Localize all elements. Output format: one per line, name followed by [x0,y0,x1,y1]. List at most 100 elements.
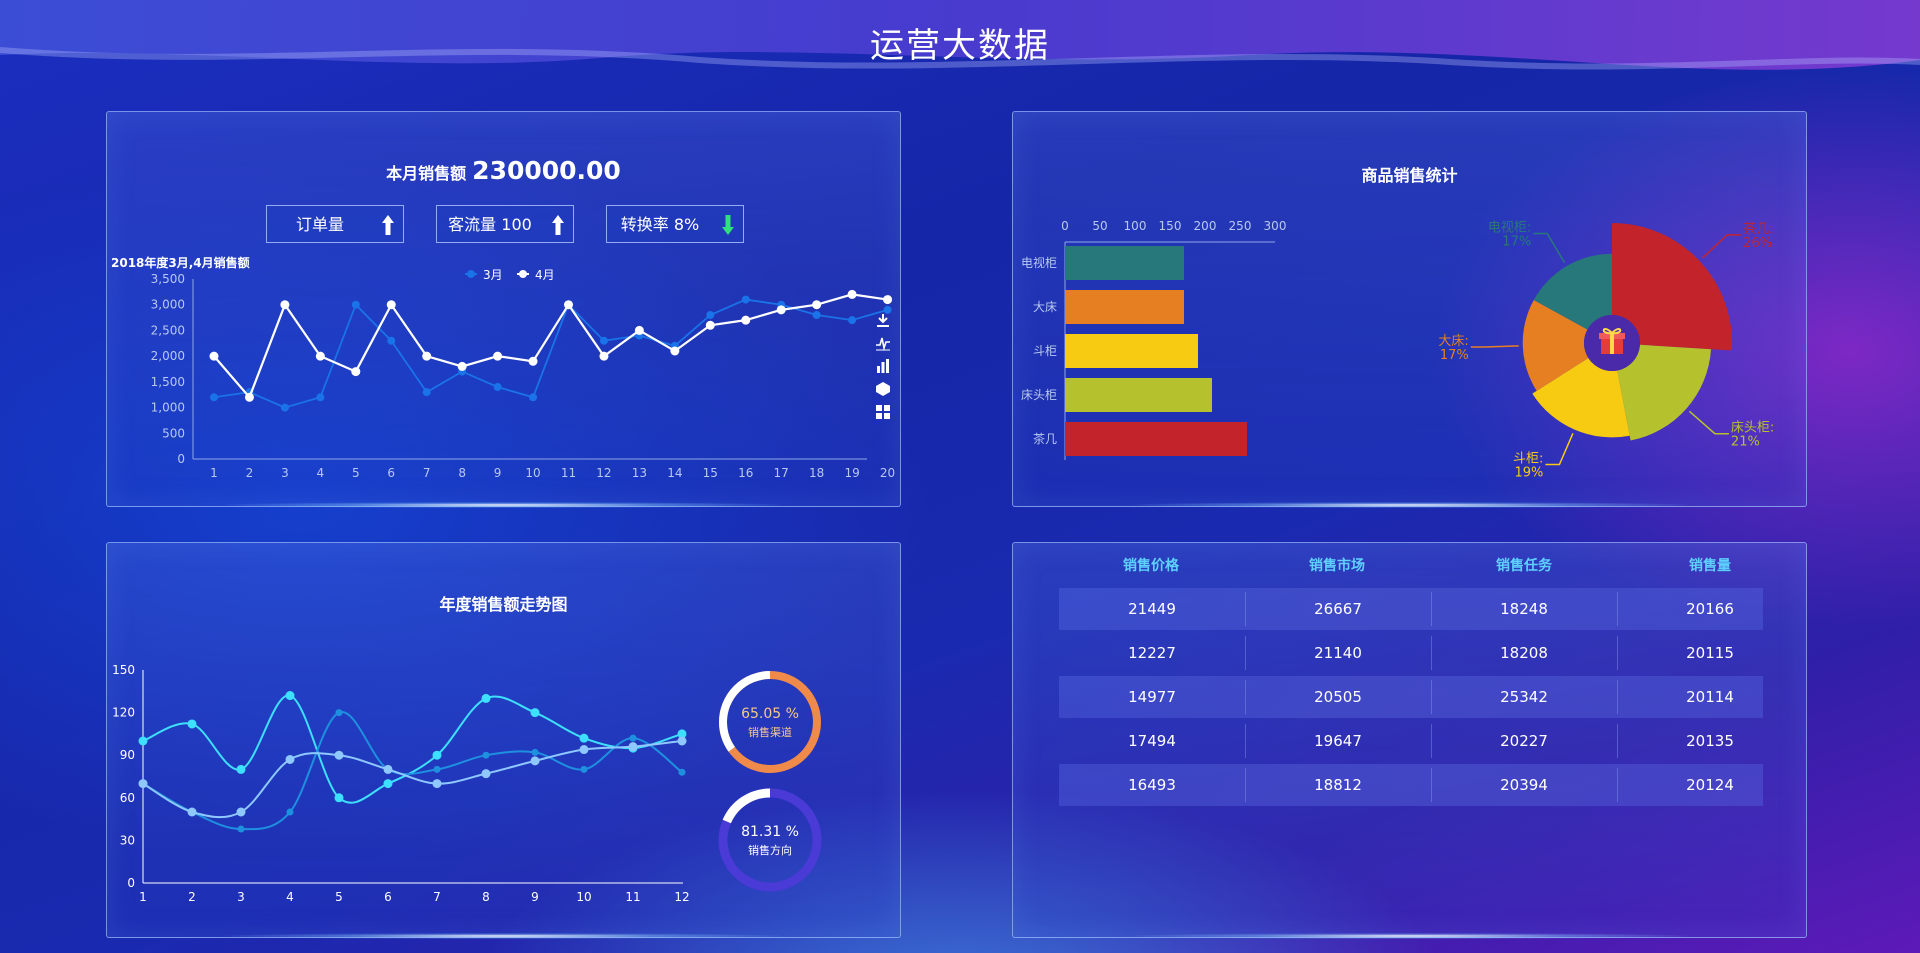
table-cell: 19647 [1314,732,1362,750]
x-tick-label: 16 [738,466,753,480]
table-divider [1431,724,1432,758]
x-tick-label: 3 [281,466,289,480]
download-icon[interactable] [875,312,891,328]
x-tick-label: 0 [1061,219,1069,233]
x-tick-label: 9 [531,890,539,904]
data-point [187,719,197,729]
y-tick-label: 60 [120,791,135,805]
x-tick-label: 4 [286,890,294,904]
x-tick-label: 15 [703,466,718,480]
data-point [244,392,254,402]
stack-icon[interactable] [875,381,891,397]
data-point [351,300,360,309]
bar [1065,334,1198,368]
table-divider [1245,724,1246,758]
table-row: 17494 19647 20227 20135 [1059,720,1763,762]
kpi-conversion[interactable]: 转换率 8% [606,205,744,243]
kpi-label: 订单量 [295,215,344,234]
table-cell: 12227 [1128,644,1176,662]
bar [1065,246,1184,280]
data-point [209,351,219,361]
x-tick-label: 1 [139,890,147,904]
pie-label-line [1545,432,1574,466]
kpi-traffic[interactable]: 客流量 100 [436,205,574,243]
gauge-value: 65.05 % [741,706,799,722]
data-point [678,768,686,776]
green-arrow-icon [722,215,734,235]
table-divider [1245,680,1246,714]
x-tick-label: 10 [525,466,540,480]
table-row: 14977 20505 25342 20114 [1059,676,1763,718]
data-point [705,320,715,330]
line-chart-icon[interactable] [875,335,891,352]
data-point [422,388,431,397]
tiled-icon[interactable] [875,404,891,420]
data-point [564,300,573,310]
x-tick-label: 300 [1264,219,1287,233]
pie-slice [1533,253,1612,330]
chart-toolbox [875,312,891,427]
gift-ribbon [1610,333,1614,354]
x-tick-label: 14 [667,466,682,480]
product-sales-panel: 商品销售统计 0 50 100 150 200 250 300 电视柜 大床 斗柜 床头柜 茶几 茶几:… [1012,111,1807,508]
monthly-sales-line: 本月销售额 230000.00 [107,156,900,185]
y-tick-label: 电视柜 [1021,255,1057,270]
gauge-label: 销售方向 [748,843,792,857]
x-tick-label: 50 [1092,219,1107,233]
data-point [677,736,687,746]
data-point [316,393,325,402]
data-point [628,742,638,752]
pie-label-line [1470,345,1519,348]
table-row: 12227 21140 18208 20115 [1059,632,1763,674]
data-point [138,736,148,746]
x-tick-label: 12 [674,890,689,904]
table-cell: 16493 [1128,776,1176,794]
white-up-arrow-icon [382,215,394,235]
data-point [187,807,197,817]
x-tick-label: 7 [423,466,431,480]
x-tick-label: 100 [1124,219,1147,233]
bar [1065,422,1247,456]
legend-label: 4月 [535,268,555,282]
data-point [812,311,821,319]
data-point [812,300,822,310]
data-point [280,403,289,412]
kpi-label: 转换率 8% [620,215,700,234]
data-point [432,779,442,789]
data-point [670,346,680,356]
data-point [529,393,538,402]
page-title: 运营大数据 [870,26,1050,66]
data-point [579,745,589,755]
data-point [280,300,290,310]
bar [1065,378,1212,412]
data-point [286,808,294,816]
data-point [579,733,589,743]
table-divider [1617,636,1618,670]
pie-label-line [1701,234,1742,259]
y-tick-label: 斗柜 [1033,344,1057,358]
pie-label: 斗柜: [1513,451,1543,466]
y-tick-label: 2,000 [151,349,185,363]
table-cell: 20124 [1686,776,1734,794]
table-divider [1431,592,1432,626]
x-tick-label: 6 [387,466,395,480]
y-tick-label: 120 [112,706,135,720]
x-tick-label: 6 [384,890,392,904]
bar-chart-icon[interactable] [875,358,891,374]
data-point [741,295,750,304]
data-point [599,336,608,345]
pie-label: 床头柜: [1731,421,1774,436]
data-point [776,305,786,315]
x-tick-label: 8 [458,466,466,480]
table-cell: 20166 [1686,600,1734,618]
monthly-sales-value: 230000.00 [472,156,621,185]
data-point [335,709,343,717]
kpi-order-count[interactable]: 订单量 [266,205,404,243]
table-cell: 20394 [1500,776,1548,794]
series-line [142,711,683,831]
pie-percent: 17% [1440,348,1469,363]
x-tick-label: 10 [576,890,591,904]
data-point [634,325,644,335]
data-point [236,807,246,817]
